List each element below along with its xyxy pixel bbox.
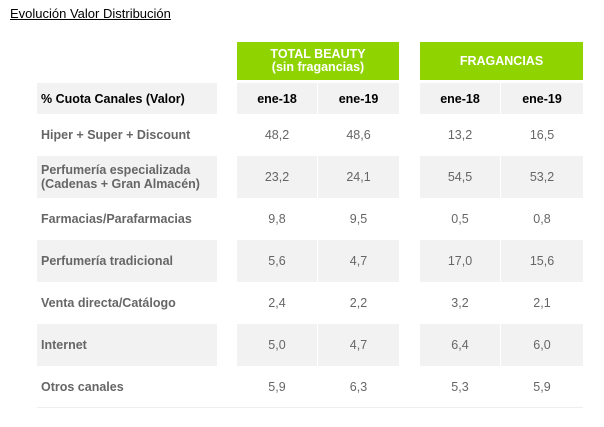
group-subtitle: (sin fragancias) [271,60,365,74]
cell-text: 24,1 [346,170,371,184]
cell-text: 4,7 [349,254,368,268]
row-label: Perfumería especializada (Cadenas + Gran… [37,156,217,198]
table-cell: 2,1 [501,282,583,324]
table-cell: 0,8 [501,198,583,240]
cell-text: 2,4 [268,296,286,310]
cell-text: Otros canales [41,380,124,394]
cell-text: 48,2 [264,128,290,142]
table-cell: 0,5 [420,198,500,240]
cell-text: 3,2 [451,296,469,310]
cell-text: Venta directa/Catálogo [41,296,176,310]
cell-text: 9,8 [268,212,286,226]
table-cell: 5,6 [237,240,317,282]
cell-text: 5,6 [268,254,286,268]
cell-text: 5,3 [451,380,469,394]
cell-text: 4,7 [349,338,368,352]
cell-text: 6,0 [533,338,551,352]
table-cell: 2,2 [318,282,399,324]
cell-text: 9,5 [349,212,368,226]
cell-text: % Cuota Canales (Valor) [41,91,185,106]
cell-text: 6,4 [451,338,469,352]
table-cell: 4,7 [318,240,399,282]
group-header-fragancias: FRAGANCIAS [420,42,583,80]
table-cell: 6,0 [501,324,583,366]
cell-text: 13,2 [447,128,473,142]
table-cell: 48,6 [318,114,399,156]
table-cell: 9,5 [318,198,399,240]
table-cell: 15,6 [501,240,583,282]
table-cell: 5,3 [420,366,500,408]
table-cell: 23,2 [237,156,317,198]
cell-text: ene-18 [257,91,297,106]
group-header-total-beauty: TOTAL BEAUTY (sin fragancias) [237,42,399,80]
cell-text: 2,1 [533,296,551,310]
cell-text: Farmacias/Parafarmacias [41,212,192,226]
table-cell: 4,7 [318,324,399,366]
cell-text: Internet [41,338,87,352]
header-label: % Cuota Canales (Valor) [37,83,217,114]
table-bottom-divider [37,407,583,408]
cell-text: 5,9 [268,380,286,394]
header-col: ene-18 [420,83,500,114]
table-cell: 13,2 [420,114,500,156]
table-cell: 5,9 [501,366,583,408]
table-cell: 17,0 [420,240,500,282]
cell-text: 6,3 [349,380,368,394]
row-label: Farmacias/Parafarmacias [37,198,217,240]
cell-text: ene-18 [440,91,480,106]
table-cell: 6,4 [420,324,500,366]
table-cell: 6,3 [318,366,399,408]
cell-text: 17,0 [447,254,473,268]
cell-text: 48,6 [346,128,371,142]
cell-text: 53,2 [529,170,555,184]
table-cell: 53,2 [501,156,583,198]
header-col: ene-18 [237,83,317,114]
table-cell: 54,5 [420,156,500,198]
row-label: Internet [37,324,217,366]
cell-text: 16,5 [529,128,555,142]
cell-text: 5,9 [533,380,551,394]
row-label: Perfumería tradicional [37,240,217,282]
cell-text: 5,0 [268,338,286,352]
row-label: Venta directa/Catálogo [37,282,217,324]
cell-text: Hiper + Super + Discount [41,128,191,142]
group-title: TOTAL BEAUTY [270,47,366,61]
cell-text: 2,2 [349,296,368,310]
cell-text: 54,5 [447,170,473,184]
cell-text: 23,2 [264,170,290,184]
table-cell: 24,1 [318,156,399,198]
table-cell: 48,2 [237,114,317,156]
table-cell: 5,0 [237,324,317,366]
row-label: Hiper + Super + Discount [37,114,217,156]
header-col: ene-19 [501,83,583,114]
table-cell: 9,8 [237,198,317,240]
cell-text: 0,8 [533,212,551,226]
cell-text: ene-19 [522,91,562,106]
table-cell: 5,9 [237,366,317,408]
table-cell: 2,4 [237,282,317,324]
cell-text: 0,5 [451,212,469,226]
row-label: Otros canales [37,366,217,408]
table-cell: 3,2 [420,282,500,324]
table-cell: 16,5 [501,114,583,156]
group-title: FRAGANCIAS [459,53,544,68]
cell-text: Perfumería especializada (Cadenas + Gran… [41,163,200,191]
cell-text: Perfumería tradicional [41,254,173,268]
cell-text: ene-19 [338,91,379,106]
page-title: Evolución Valor Distribución [10,6,171,21]
cell-text: 15,6 [529,254,555,268]
header-col: ene-19 [318,83,399,114]
